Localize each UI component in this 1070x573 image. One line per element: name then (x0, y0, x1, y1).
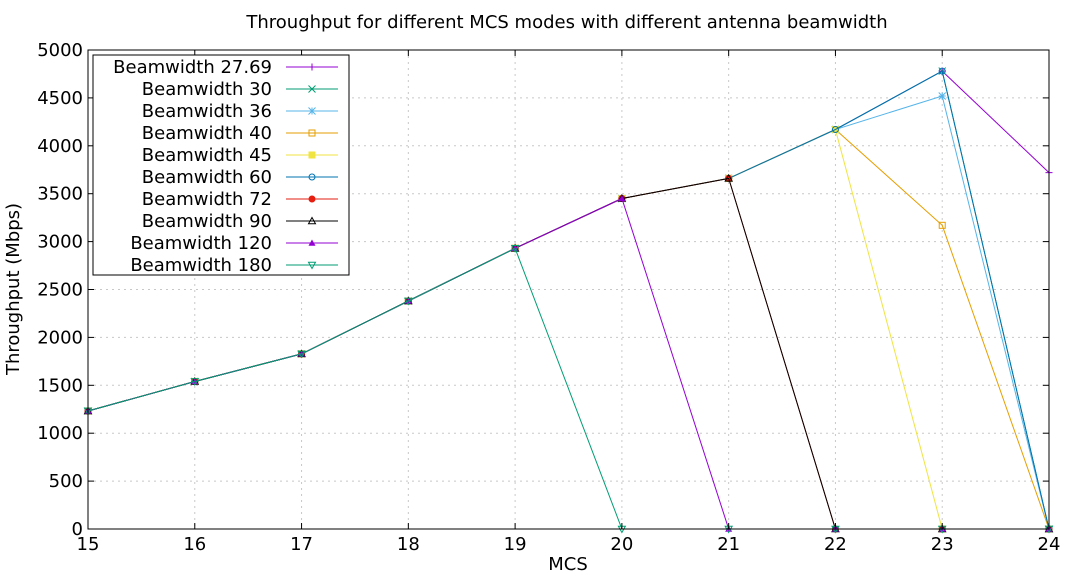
x-tick-label: 22 (824, 534, 847, 555)
legend-item: Beamwidth 36 (142, 101, 338, 122)
tick-labels: 15 16 17 18 19 20 21 22 23 24 0 500 1000 1500 2000 2500… (37, 40, 1060, 555)
data-point (510, 245, 520, 253)
data-point (403, 297, 413, 306)
x-tick-label: 17 (290, 534, 313, 555)
x-tick-label: 16 (183, 534, 206, 555)
legend-item: Beamwidth 27.69 (113, 57, 338, 78)
x-tick-label: 24 (1038, 534, 1061, 555)
legend-marker (308, 129, 316, 137)
y-tick-label: 5000 (37, 40, 83, 61)
x-tick-label: 15 (77, 534, 100, 555)
y-tick-label: 500 (49, 471, 83, 492)
legend-marker (308, 239, 316, 246)
legend-marker (308, 151, 316, 159)
legend-box (92, 54, 350, 276)
legend-item: Beamwidth 40 (142, 123, 338, 144)
legend-label: Beamwidth 45 (142, 145, 272, 166)
x-tick-label: 23 (931, 534, 954, 555)
y-tick-label: 3500 (37, 184, 83, 205)
y-tick-label: 3000 (37, 232, 83, 253)
legend-marker (308, 63, 316, 71)
x-tick-label: 21 (717, 534, 740, 555)
legend-label: Beamwidth 90 (142, 211, 272, 232)
data-point (938, 67, 946, 75)
legend-label: Beamwidth 60 (142, 167, 272, 188)
y-tick-label: 4000 (37, 136, 83, 157)
data-point (938, 221, 946, 229)
data-point (297, 350, 306, 359)
legend-marker (308, 195, 316, 203)
legend-item: Beamwidth 72 (142, 189, 338, 210)
legend-label: Beamwidth 36 (142, 101, 272, 122)
y-tick-label: 0 (72, 519, 83, 540)
data-point (938, 92, 947, 100)
y-tick-label: 4500 (37, 88, 83, 109)
x-axis-title: MCS (548, 554, 588, 573)
legend-item: Beamwidth 30 (142, 79, 338, 100)
data-point (831, 126, 839, 134)
axis-ticks (87, 49, 1050, 530)
legend-label: Beamwidth 27.69 (113, 57, 272, 78)
x-tick-label: 20 (610, 534, 633, 555)
legend-item: Beamwidth 45 (142, 145, 338, 166)
legend-item: Beamwidth 60 (142, 167, 338, 188)
legend-marker (308, 107, 316, 115)
legend-item: Beamwidth 180 (130, 255, 338, 276)
x-tick-label: 18 (397, 534, 420, 555)
data-point (190, 378, 200, 386)
data-point (618, 194, 626, 202)
legend-label: Beamwidth 120 (130, 233, 272, 254)
series-10 (83, 245, 1054, 534)
y-tick-label: 1500 (37, 375, 83, 396)
legend-label: Beamwidth 30 (142, 79, 272, 100)
legend-item: Beamwidth 120 (130, 233, 338, 254)
data-point (724, 173, 734, 182)
legend-marker (307, 216, 317, 225)
legend-label: Beamwidth 72 (142, 189, 272, 210)
legend-marker (308, 85, 316, 93)
y-tick-label: 1000 (37, 423, 83, 444)
y-tick-label: 2000 (37, 327, 83, 348)
chart-title: Throughput for different MCS modes with … (245, 12, 887, 33)
legend-label: Beamwidth 180 (130, 255, 272, 276)
legend-marker (308, 173, 316, 181)
x-tick-label: 19 (504, 534, 527, 555)
y-axis-title: Throughput (Mbps) (3, 203, 24, 376)
legend-marker (307, 261, 317, 270)
legend-item: Beamwidth 90 (142, 211, 338, 232)
y-tick-label: 2500 (37, 280, 83, 301)
legend-label: Beamwidth 40 (142, 123, 272, 144)
